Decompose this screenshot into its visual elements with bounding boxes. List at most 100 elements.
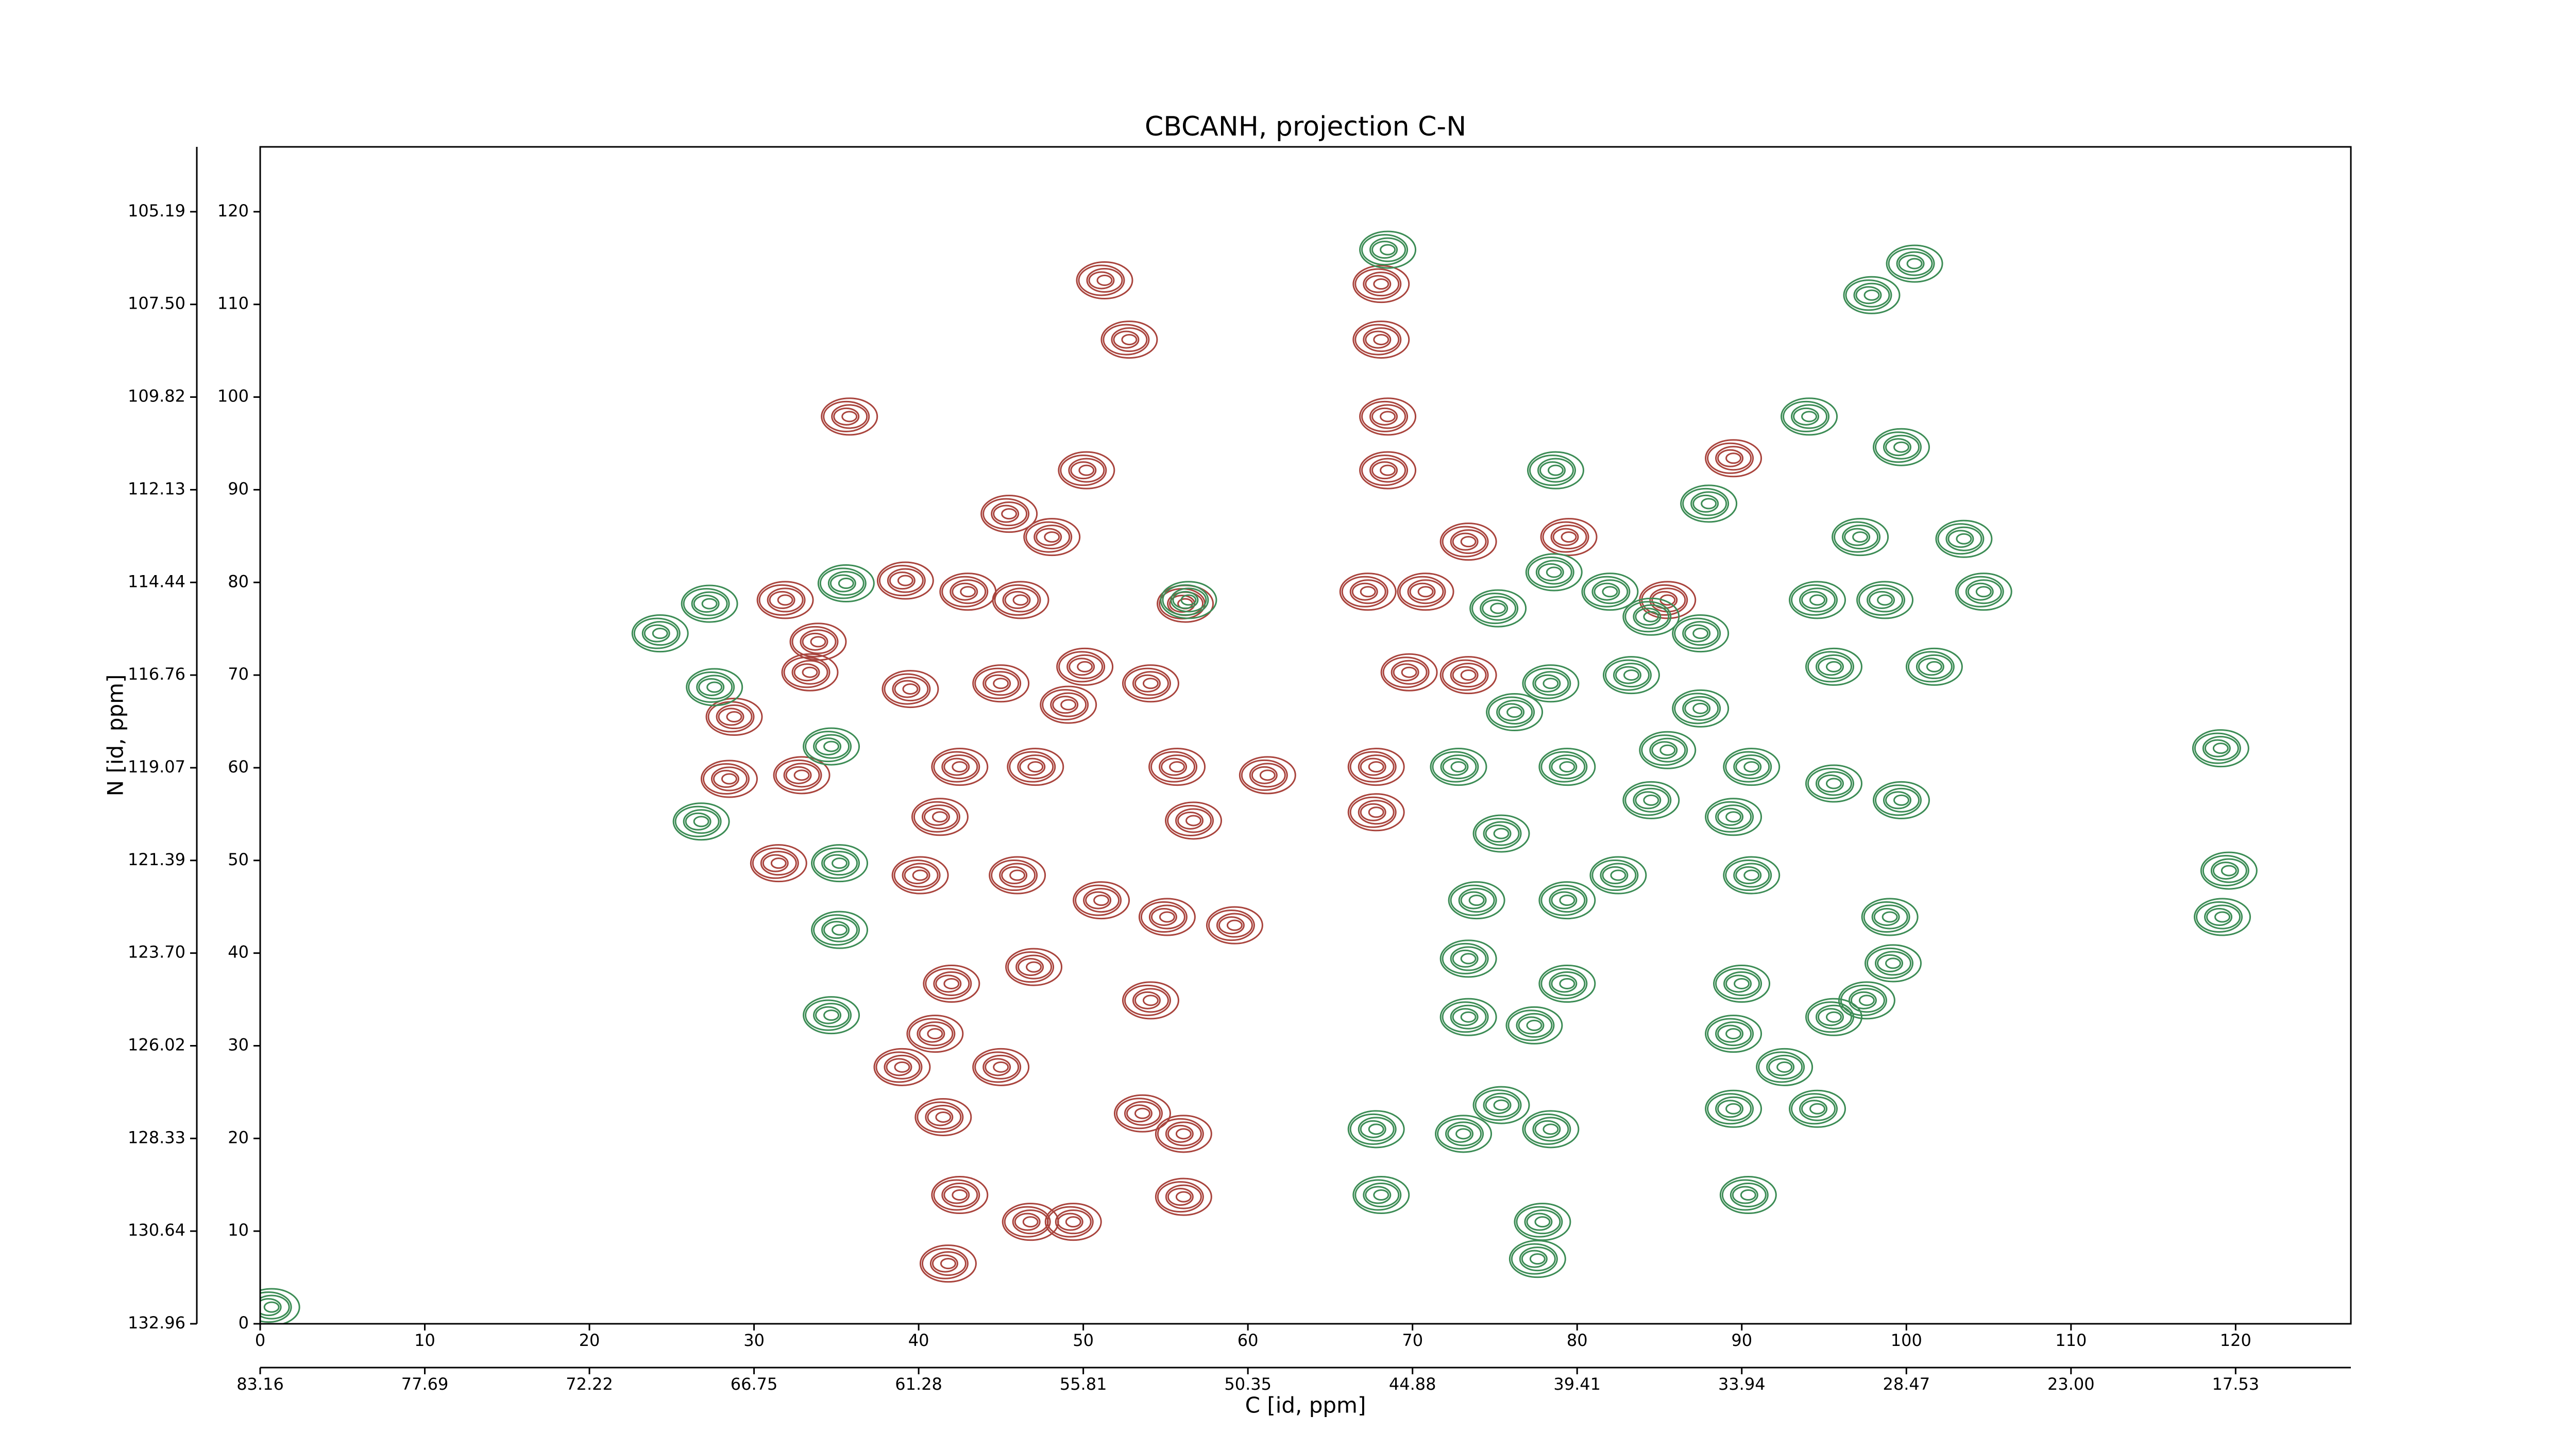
contour-line (1842, 525, 1879, 550)
contour-line (1643, 611, 1659, 622)
contour-line (1352, 265, 1410, 304)
contour-line (1354, 1179, 1402, 1211)
contour-line (1896, 251, 1933, 276)
contour-line (1148, 904, 1185, 930)
contour-line (1535, 560, 1572, 585)
contour-line (1450, 529, 1487, 554)
contour-line (1493, 1099, 1510, 1111)
contour-line (2204, 739, 2231, 757)
contour-line (1549, 754, 1586, 780)
contour-line (882, 670, 939, 709)
y-tick-label: 40 (228, 942, 249, 962)
contour-peak (1023, 518, 1081, 557)
contour-line (1371, 407, 1398, 426)
contour-line (1858, 995, 1875, 1006)
contour-line (685, 812, 711, 831)
contour-line (1167, 1188, 1194, 1206)
contour-line (1540, 751, 1588, 783)
contour-line (1382, 656, 1430, 688)
contour-line (1805, 647, 1862, 686)
contour-peak (1872, 428, 1930, 466)
contour-line (1937, 523, 1985, 555)
contour-line (1801, 591, 1828, 609)
y2-tick-label: 119.07 (128, 757, 185, 777)
contour-line (1856, 581, 1914, 619)
contour-line (831, 404, 868, 429)
contour-peak (1347, 1110, 1405, 1149)
contour-line (1042, 689, 1089, 721)
contour-peak (1581, 572, 1639, 611)
y2-tick-label: 128.33 (128, 1127, 185, 1147)
contour-line (1926, 661, 1942, 672)
contour-peak (989, 856, 1046, 895)
y-tick-label: 80 (228, 571, 249, 591)
contour-peak (1359, 397, 1417, 436)
contour-line (921, 1248, 969, 1279)
contour-line (1522, 1110, 1580, 1149)
contour-line (1717, 1024, 1744, 1043)
contour-line (1096, 274, 1113, 286)
contour-line (1014, 1212, 1041, 1231)
contour-line (827, 571, 865, 596)
contour-line (1113, 1094, 1171, 1133)
y-tick-label: 90 (228, 479, 249, 498)
contour-peak (1538, 748, 1596, 786)
contour-line (1358, 800, 1395, 825)
contour-line (1659, 744, 1676, 756)
contour-line (1705, 1015, 1762, 1053)
y2-tick-label: 130.64 (128, 1220, 185, 1240)
contour-line (260, 1294, 290, 1320)
contour-peak (1805, 647, 1862, 686)
contour-line (1085, 891, 1112, 909)
contour-peak (1148, 748, 1206, 786)
contour-line (982, 671, 1020, 696)
contour-line (1347, 793, 1405, 832)
contour-line (1455, 1128, 1472, 1140)
contour-peak (1713, 964, 1771, 1003)
x-tick-label: 50 (1073, 1330, 1094, 1350)
contour-line (1460, 536, 1477, 548)
contour-line (941, 1183, 978, 1208)
contour-line (1524, 1113, 1571, 1145)
contour-line (1351, 582, 1378, 601)
contour-line (1733, 754, 1770, 780)
contour-line (1132, 988, 1169, 1013)
contour-line (1885, 438, 1911, 457)
contour-line (974, 667, 1022, 699)
contour-peak (1723, 748, 1781, 786)
contour-line (263, 1301, 280, 1313)
contour-line (1060, 699, 1077, 711)
contour-peak (672, 802, 730, 841)
plot-frame (259, 146, 2352, 1325)
contour-line (1723, 748, 1781, 786)
contour-line (696, 675, 733, 700)
contour-line (1380, 244, 1396, 256)
contour-peak (1100, 321, 1158, 359)
contour-peak (1352, 1176, 1410, 1215)
contour-peak (1525, 553, 1583, 592)
contour-peak (1007, 748, 1064, 786)
contour-line (917, 1021, 954, 1047)
contour-line (1883, 434, 1920, 460)
contour-line (1007, 951, 1055, 983)
contour-line (1885, 791, 1911, 810)
y2-tick-label: 109.82 (128, 386, 185, 406)
contour-line (803, 996, 860, 1035)
contour-line (1126, 1104, 1153, 1123)
contour-line (1610, 869, 1626, 881)
contour-line (1707, 1018, 1754, 1050)
contour-line (1682, 621, 1719, 646)
contour-line (1624, 601, 1672, 633)
contour-peak (1719, 1176, 1777, 1215)
contour-line (1373, 1189, 1389, 1201)
contour-line (1885, 957, 1902, 969)
contour-line (887, 568, 924, 593)
contour-line (1026, 961, 1042, 973)
contour-line (1157, 1118, 1204, 1150)
contour-line (1169, 761, 1185, 773)
contour-line (1521, 1250, 1548, 1268)
chart-title: CBCANH, projection C-N (1145, 111, 1466, 142)
contour-line (1805, 764, 1862, 803)
x-tick-label: 80 (1567, 1330, 1588, 1350)
contour-line (1723, 856, 1781, 895)
